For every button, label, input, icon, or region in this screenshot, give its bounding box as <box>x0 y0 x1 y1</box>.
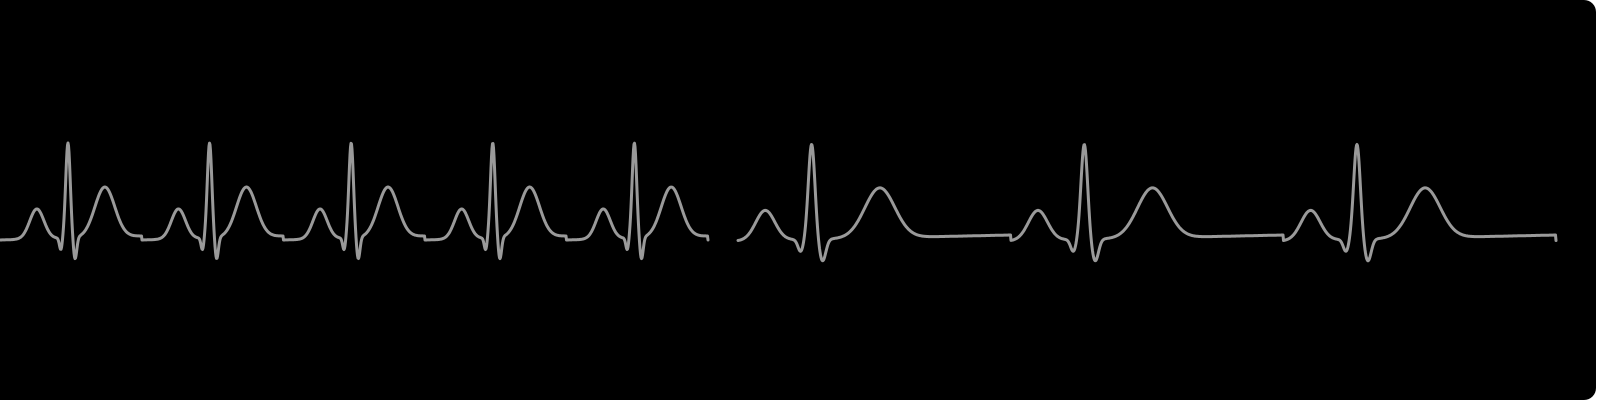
ecg-monitor-screen <box>0 0 1596 400</box>
ecg-trace-fast <box>0 141 710 261</box>
ecg-trace-slow <box>736 143 1558 263</box>
ecg-trace-canvas <box>0 141 1558 263</box>
